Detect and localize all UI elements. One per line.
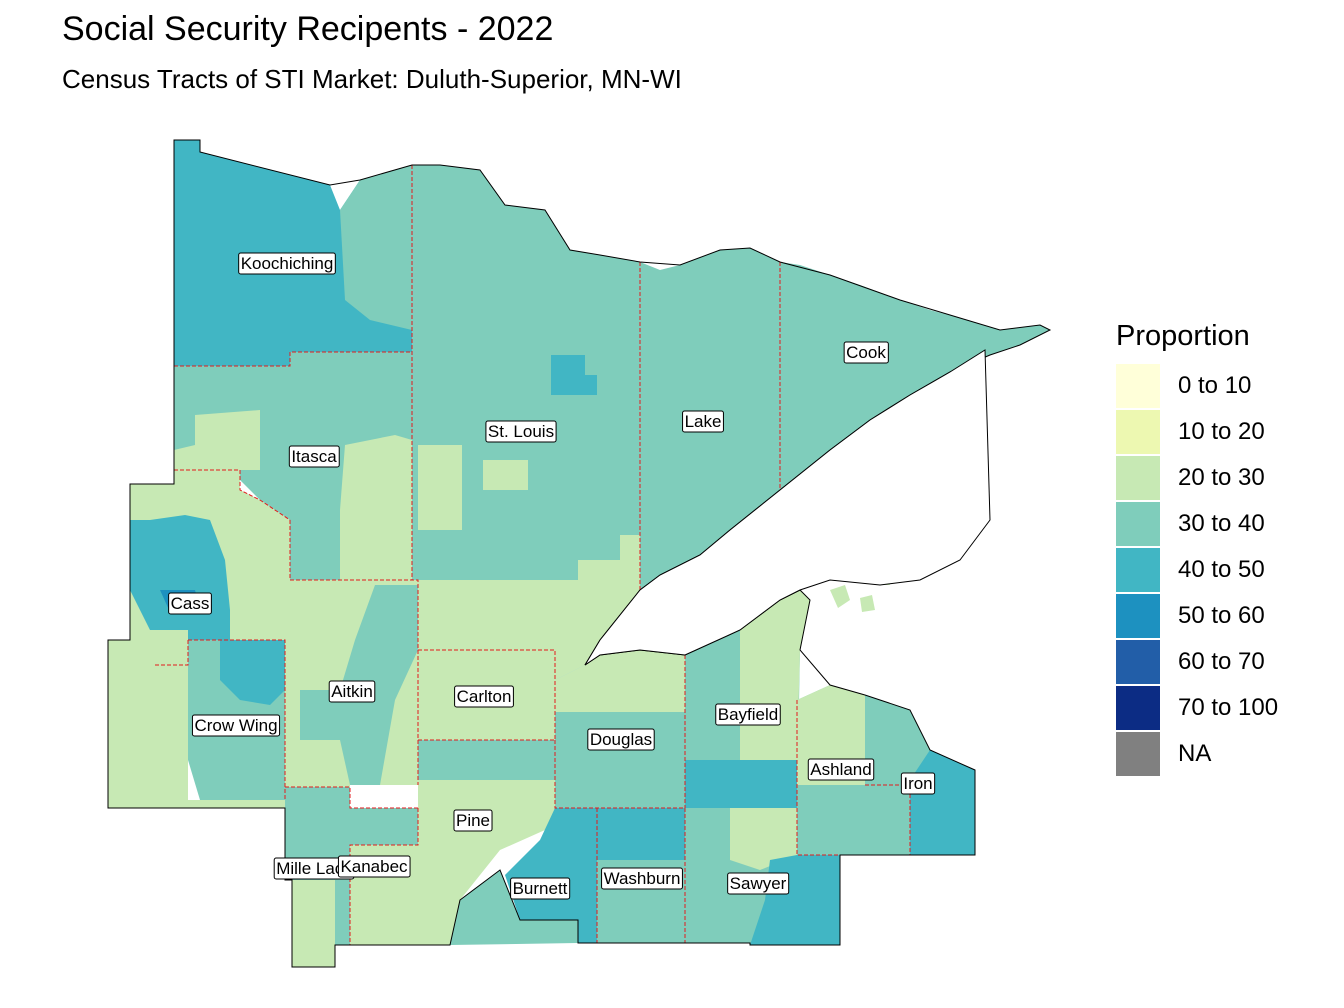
legend-item: 30 to 40 [1116, 501, 1278, 547]
legend-swatch [1116, 686, 1160, 730]
legend-item: 20 to 30 [1116, 455, 1278, 501]
county-label-pine: Pine [453, 809, 493, 832]
legend-item: 10 to 20 [1116, 409, 1278, 455]
svg-text:Mille Lacs: Mille Lacs [276, 859, 352, 878]
svg-text:Cass: Cass [171, 594, 210, 613]
map-subtitle: Census Tracts of STI Market: Duluth-Supe… [62, 64, 682, 94]
map-title: Social Security Recipents - 2022 [62, 10, 554, 48]
county-label-mille-lacs: Mille Lacs [273, 857, 355, 880]
legend-swatch [1116, 456, 1160, 500]
svg-text:Lake: Lake [685, 412, 722, 431]
legend-item: 0 to 10 [1116, 363, 1278, 409]
county-label-bayfield: Bayfield [715, 703, 781, 726]
legend-label: 30 to 40 [1178, 510, 1265, 537]
legend-label: 50 to 60 [1178, 602, 1265, 629]
county-label-washburn: Washburn [601, 867, 683, 890]
legend-label: 0 to 10 [1178, 372, 1252, 399]
county-label-crow-wing: Crow Wing [191, 714, 281, 737]
county-label-aitkin: Aitkin [328, 680, 376, 703]
region-washburn-tract [597, 808, 685, 860]
legend-item: NA [1116, 731, 1278, 777]
legend-swatch [1116, 640, 1160, 684]
region-islands [830, 585, 850, 608]
region-lake-cook [640, 248, 1050, 590]
legend-swatch [1116, 594, 1160, 638]
legend-label: 60 to 70 [1178, 648, 1265, 675]
region-burnett [505, 808, 597, 943]
region-stlouis-tract [551, 355, 597, 395]
svg-text:Kanabec: Kanabec [340, 857, 408, 876]
region-itasca-se [340, 435, 412, 580]
svg-text:Bayfield: Bayfield [718, 705, 778, 724]
region-sawyer-tract [730, 808, 797, 870]
svg-text:Burnett: Burnett [513, 879, 568, 898]
region-crowwing-tract [220, 640, 285, 705]
lake-superior [584, 349, 991, 666]
legend-item: 60 to 70 [1116, 639, 1278, 685]
legend-swatch [1116, 502, 1160, 546]
county-label-cass: Cass [168, 592, 212, 615]
tract-fills [108, 140, 1050, 967]
legend-label: 40 to 50 [1178, 556, 1265, 583]
region-stlouis-north [412, 165, 640, 580]
region-stlouis-tract3 [418, 445, 462, 530]
county-borders [155, 165, 911, 945]
county-label-lake: Lake [682, 410, 724, 433]
county-label-ashland: Ashland [807, 758, 875, 781]
region-bayfield-south [685, 760, 797, 808]
svg-text:St. Louis: St. Louis [488, 422, 554, 441]
legend-swatch [1116, 548, 1160, 592]
region-islands2 [860, 595, 875, 612]
legend-label: 20 to 30 [1178, 464, 1265, 491]
region-itasca-south [174, 410, 260, 470]
svg-text:Crow Wing: Crow Wing [194, 716, 277, 735]
county-label-layer: Koochiching Cook St. Louis Lake Itasca Cass Ai… [168, 252, 936, 900]
legend-swatch [1116, 732, 1160, 776]
county-label-cook: Cook [843, 341, 889, 364]
svg-text:Itasca: Itasca [291, 447, 337, 466]
region-pine-tract [418, 740, 555, 780]
legend-item: 70 to 100 [1116, 685, 1278, 731]
county-label-itasca: Itasca [288, 445, 340, 468]
svg-text:Ashland: Ashland [810, 760, 871, 779]
county-label-carlton: Carlton [454, 685, 514, 708]
county-label-koochiching: Koochiching [238, 252, 336, 275]
svg-text:Pine: Pine [456, 811, 490, 830]
legend: Proportion 0 to 10 10 to 20 20 to 30 30 … [1116, 320, 1278, 777]
legend-label: 70 to 100 [1178, 694, 1279, 721]
svg-text:Koochiching: Koochiching [241, 254, 334, 273]
legend-item: 50 to 60 [1116, 593, 1278, 639]
svg-text:Washburn: Washburn [604, 869, 681, 888]
county-label-sawyer: Sawyer [727, 872, 790, 895]
region-west [108, 640, 285, 808]
legend-item: 40 to 50 [1116, 547, 1278, 593]
legend-swatch [1116, 410, 1160, 454]
legend-label: 10 to 20 [1178, 418, 1265, 445]
county-label-burnett: Burnett [510, 877, 571, 900]
svg-text:Aitkin: Aitkin [331, 682, 373, 701]
legend-title: Proportion [1116, 320, 1250, 352]
svg-text:Douglas: Douglas [590, 730, 652, 749]
county-label-iron: Iron [900, 772, 936, 795]
svg-text:Iron: Iron [903, 774, 932, 793]
region-douglas-north [555, 650, 685, 712]
region-stlouis-tract2 [483, 460, 528, 490]
region-millelacs-south [292, 880, 335, 967]
county-label-kanabec: Kanabec [337, 855, 411, 878]
region-pine [350, 740, 555, 945]
legend-swatch [1116, 364, 1160, 408]
legend-label: NA [1178, 740, 1212, 767]
svg-text:Carlton: Carlton [457, 687, 512, 706]
county-label-douglas: Douglas [587, 728, 655, 751]
region-koochiching-east [340, 165, 412, 330]
region-burnett-south [450, 870, 578, 945]
svg-text:Sawyer: Sawyer [730, 874, 787, 893]
svg-text:Cook: Cook [846, 343, 886, 362]
county-label-st-louis: St. Louis [485, 420, 557, 443]
